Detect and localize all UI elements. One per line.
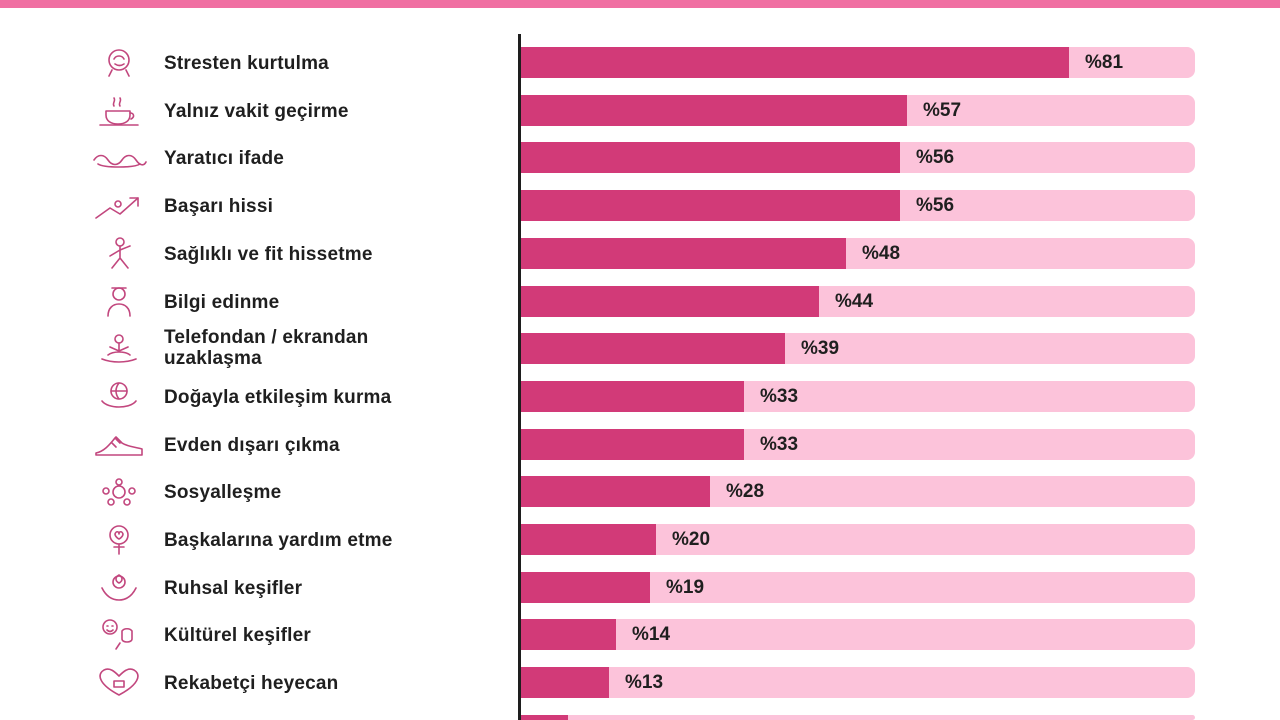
bar-track: [521, 619, 1195, 650]
category-label: Yaratıcı ifade: [164, 148, 285, 169]
bar: [521, 333, 785, 364]
bar: [521, 667, 609, 698]
data-label: %56: [916, 195, 955, 216]
tea-cup-icon: [90, 93, 148, 127]
bar: [521, 286, 819, 317]
data-label: %48: [862, 243, 901, 264]
data-label: %19: [666, 577, 705, 598]
chart-row: Doğayla etkileşim kurma %33: [0, 373, 1280, 421]
chart-row: Yaratıcı ifade %56: [0, 134, 1280, 182]
bar: [521, 619, 616, 650]
sneaker-icon: [90, 427, 148, 461]
chart-row: Sağlıklı ve fit hissetme %48: [0, 230, 1280, 278]
head-brain-icon: [90, 45, 148, 79]
fitness-person-icon: [90, 236, 148, 270]
top-color-band: [0, 0, 1280, 8]
helping-heart-icon: [90, 522, 148, 556]
bar: [521, 524, 656, 555]
bar: [521, 238, 846, 269]
chart-row: Evden dışarı çıkma %33: [0, 421, 1280, 469]
culture-masks-icon: [90, 617, 148, 651]
data-label: %44: [835, 291, 874, 312]
data-label: %39: [801, 338, 840, 359]
achievement-climb-icon: [90, 188, 148, 222]
category-label: Sosyalleşme: [164, 482, 282, 503]
data-label: %33: [760, 434, 799, 455]
chart-row: Sosyalleşme %28: [0, 468, 1280, 516]
bar: [521, 381, 744, 412]
creative-hands-icon: [90, 140, 148, 174]
category-label: Bilgi edinme: [164, 292, 280, 313]
category-label: Stresten kurtulma: [164, 53, 329, 74]
chart-row: Başarı hissi %56: [0, 182, 1280, 230]
category-label: Rekabetçi heyecan: [164, 673, 339, 694]
learning-person-icon: [90, 284, 148, 318]
category-label-line: Telefondan / ekrandan: [164, 327, 369, 348]
bar: [521, 95, 907, 126]
chart-row: Stresten kurtulma %81: [0, 39, 1280, 87]
chart-row: Başkalarına yardım etme %20: [0, 516, 1280, 564]
chart-row: Telefondan / ekrandan uzaklaşma %39: [0, 325, 1280, 373]
data-label: %20: [672, 529, 711, 550]
nature-globe-hands-icon: [90, 379, 148, 413]
data-label: %81: [1085, 52, 1124, 73]
category-label-line: uzaklaşma: [164, 348, 262, 369]
social-group-icon: [90, 474, 148, 508]
chart-row: Yalnız vakit geçirme %57: [0, 87, 1280, 135]
data-label: %57: [923, 100, 962, 121]
bar: [521, 190, 900, 221]
chart-row: Bilgi edinme %44: [0, 278, 1280, 326]
category-label: Başkalarına yardım etme: [164, 530, 393, 551]
category-label: Başarı hissi: [164, 196, 274, 217]
meditation-icon: [90, 331, 148, 365]
data-label: %14: [632, 624, 671, 645]
data-label: %56: [916, 147, 955, 168]
bar-partial: [521, 715, 568, 720]
data-label: %33: [760, 386, 799, 407]
bar-track-partial: [521, 715, 1195, 720]
category-label: Evden dışarı çıkma: [164, 435, 340, 456]
competition-heart-icon: [90, 665, 148, 699]
chart-row: Rekabetçi heyecan %13: [0, 659, 1280, 707]
spiritual-hands-icon: [90, 570, 148, 604]
category-label: Sağlıklı ve fit hissetme: [164, 244, 373, 265]
bar: [521, 572, 650, 603]
bar-track: [521, 667, 1195, 698]
data-label: %28: [726, 481, 765, 502]
bar: [521, 429, 744, 460]
category-label: Telefondan / ekrandan uzaklaşma: [164, 327, 504, 369]
chart-row: Kültürel keşifler %14: [0, 611, 1280, 659]
category-label: Kültürel keşifler: [164, 625, 312, 646]
bar: [521, 47, 1069, 78]
chart-row: Ruhsal keşifler %19: [0, 564, 1280, 612]
category-label: Doğayla etkileşim kurma: [164, 387, 392, 408]
category-label: Ruhsal keşifler: [164, 578, 303, 599]
category-label: Yalnız vakit geçirme: [164, 101, 349, 122]
bar: [521, 142, 900, 173]
y-axis-line: [518, 34, 521, 720]
data-label: %13: [625, 672, 664, 693]
bar: [521, 476, 710, 507]
